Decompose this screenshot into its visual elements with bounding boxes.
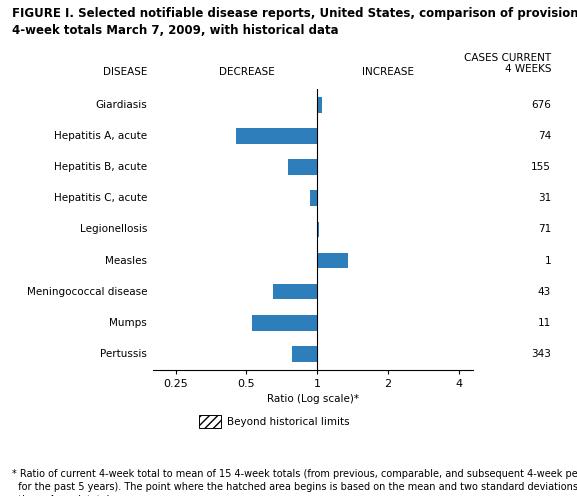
Bar (236, 128, 317, 144)
Bar (317, 97, 323, 113)
Text: DECREASE: DECREASE (219, 67, 274, 77)
Text: Mumps: Mumps (110, 318, 147, 328)
Text: 155: 155 (531, 162, 551, 172)
Bar (292, 346, 317, 362)
Text: 74: 74 (538, 131, 551, 141)
X-axis label: Ratio (Log scale)*: Ratio (Log scale)* (267, 394, 359, 404)
Bar (317, 253, 348, 268)
Text: 676: 676 (531, 100, 551, 110)
Text: 343: 343 (531, 349, 551, 359)
Bar (273, 284, 317, 300)
Text: 31: 31 (538, 193, 551, 203)
Text: CASES CURRENT
4 WEEKS: CASES CURRENT 4 WEEKS (464, 53, 551, 74)
Text: 1: 1 (545, 255, 551, 265)
Bar (310, 190, 317, 206)
Bar (317, 222, 319, 237)
Text: Beyond historical limits: Beyond historical limits (227, 417, 350, 427)
Text: Measles: Measles (105, 255, 147, 265)
Text: Meningococcal disease: Meningococcal disease (27, 287, 147, 297)
Text: INCREASE: INCREASE (362, 67, 414, 77)
Bar (253, 315, 317, 331)
Text: Hepatitis C, acute: Hepatitis C, acute (54, 193, 147, 203)
Text: Hepatitis B, acute: Hepatitis B, acute (54, 162, 147, 172)
Text: * Ratio of current 4-week total to mean of 15 4-week totals (from previous, comp: * Ratio of current 4-week total to mean … (12, 469, 577, 496)
Text: Legionellosis: Legionellosis (80, 224, 147, 235)
Text: Hepatitis A, acute: Hepatitis A, acute (54, 131, 147, 141)
Text: DISEASE: DISEASE (103, 67, 147, 77)
Text: Giardiasis: Giardiasis (95, 100, 147, 110)
Text: Pertussis: Pertussis (100, 349, 147, 359)
Text: 71: 71 (538, 224, 551, 235)
Text: 11: 11 (538, 318, 551, 328)
Text: 43: 43 (538, 287, 551, 297)
Bar (288, 159, 317, 175)
Text: FIGURE I. Selected notifiable disease reports, United States, comparison of prov: FIGURE I. Selected notifiable disease re… (12, 7, 577, 37)
